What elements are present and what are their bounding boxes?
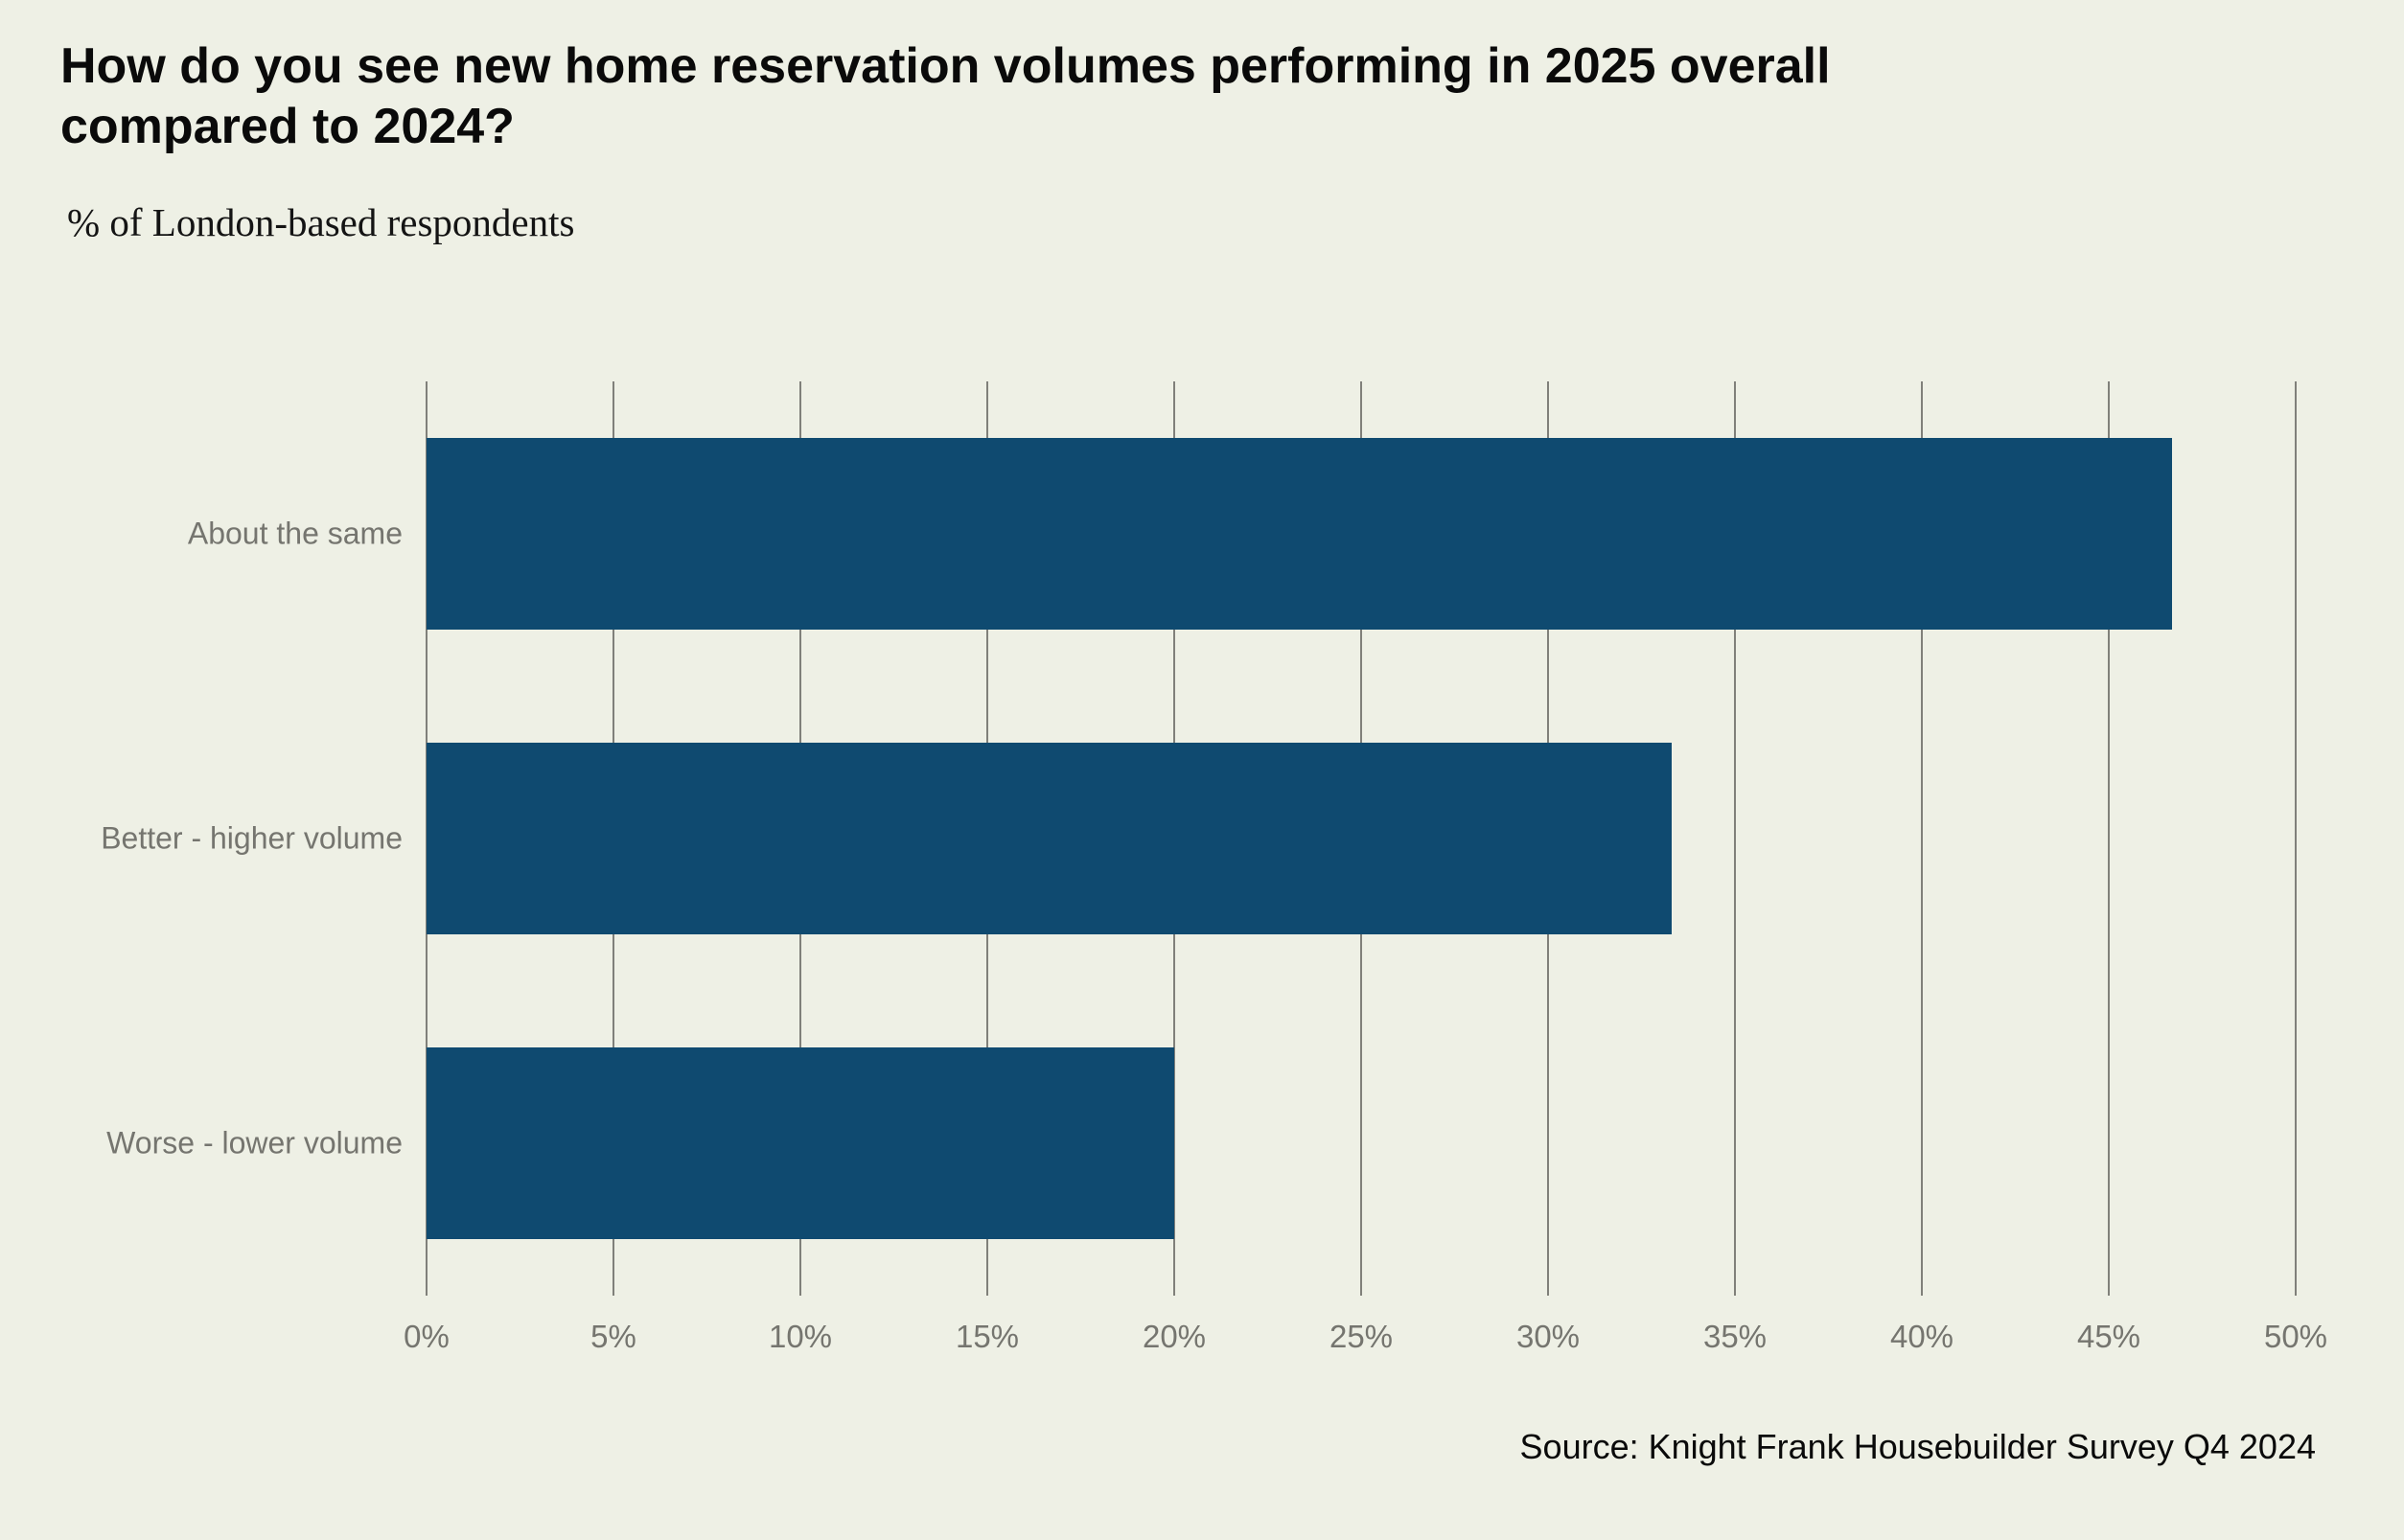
bar-about-the-same bbox=[427, 438, 2173, 630]
x-tick-label-40: 40% bbox=[1889, 1319, 1954, 1354]
x-tick-label-10: 10% bbox=[768, 1319, 833, 1354]
gridline-35 bbox=[1734, 381, 1736, 1296]
x-tick-label-20: 20% bbox=[1142, 1319, 1207, 1354]
plot-area bbox=[426, 381, 2297, 1296]
category-label-worse-lower-volume: Worse - lower volume bbox=[106, 1125, 403, 1161]
x-tick-label-15: 15% bbox=[955, 1319, 1020, 1354]
bar-worse-lower-volume bbox=[427, 1047, 1174, 1239]
x-tick-label-5: 5% bbox=[590, 1319, 636, 1354]
x-tick-label-0: 0% bbox=[404, 1319, 450, 1354]
x-tick-label-35: 35% bbox=[1702, 1319, 1768, 1354]
gridline-45 bbox=[2108, 381, 2110, 1296]
x-tick-label-30: 30% bbox=[1515, 1319, 1581, 1354]
category-label-better-higher-volume: Better - higher volume bbox=[101, 820, 403, 856]
x-tick-label-25: 25% bbox=[1329, 1319, 1394, 1354]
x-tick-label-45: 45% bbox=[2076, 1319, 2141, 1354]
chart-title: How do you see new home reservation volu… bbox=[60, 38, 1831, 154]
chart-subtitle: % of London-based respondents bbox=[67, 200, 575, 244]
bar-better-higher-volume bbox=[427, 743, 1672, 934]
x-tick-label-50: 50% bbox=[2263, 1319, 2328, 1354]
gridline-50 bbox=[2295, 381, 2297, 1296]
category-label-about-the-same: About the same bbox=[187, 516, 403, 551]
source-note: Source: Knight Frank Housebuilder Survey… bbox=[1519, 1427, 2316, 1466]
gridline-40 bbox=[1921, 381, 1923, 1296]
